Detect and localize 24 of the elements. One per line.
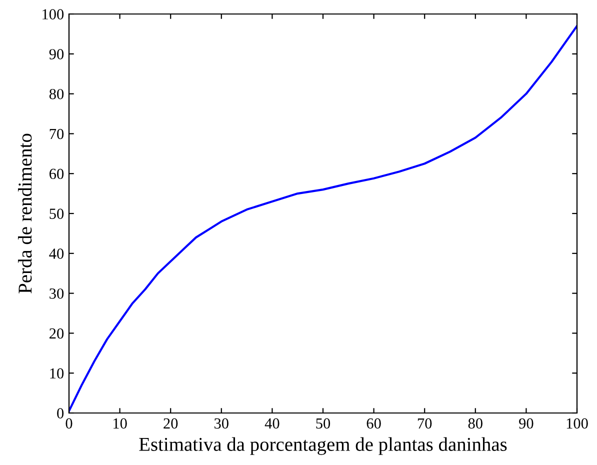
- y-tick-label: 0: [57, 408, 64, 418]
- y-tick-label: 60: [50, 168, 64, 180]
- x-tick-label: 50: [316, 418, 330, 429]
- y-axis-title: Perda de rendimento: [18, 134, 32, 294]
- x-axis-title: Estimativa da porcentagem de plantas daninhas: [139, 437, 507, 455]
- x-tick-label: 40: [264, 418, 280, 429]
- x-tick-label: 70: [418, 418, 432, 429]
- x-tick-label: 30: [214, 418, 228, 429]
- y-tick-label: 70: [50, 128, 64, 140]
- y-tick-label: 10: [50, 368, 64, 379]
- y-tick-label: 30: [50, 288, 64, 299]
- x-tick-label: 10: [114, 418, 127, 429]
- y-tick-label: 50: [50, 208, 64, 219]
- x-tick-label: 100: [566, 418, 588, 429]
- y-tick-label: 40: [49, 248, 64, 259]
- y-tick-label: 80: [49, 88, 64, 100]
- x-tick-label: 20: [164, 418, 178, 429]
- y-tick-label: 90: [49, 49, 64, 60]
- x-tick-label: 0: [66, 418, 72, 429]
- y-tick-label: 100: [42, 9, 64, 20]
- x-tick-label: 80: [468, 418, 482, 429]
- x-tick-label: 90: [519, 418, 534, 429]
- y-tick-label: 20: [50, 328, 64, 339]
- x-tick-label: 60: [366, 418, 381, 429]
